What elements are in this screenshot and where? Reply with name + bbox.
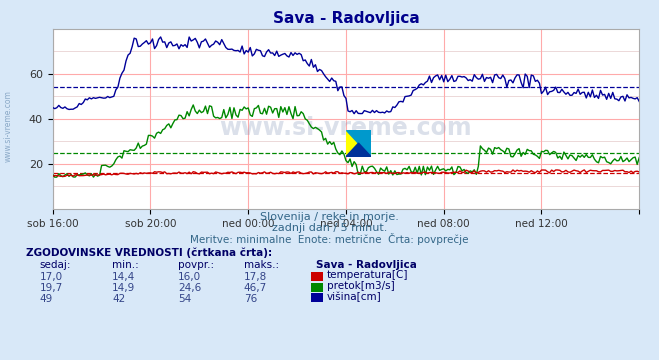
Text: 14,9: 14,9 (112, 283, 135, 293)
Text: 19,7: 19,7 (40, 283, 63, 293)
Text: 42: 42 (112, 294, 125, 304)
Text: min.:: min.: (112, 260, 139, 270)
Text: pretok[m3/s]: pretok[m3/s] (327, 281, 395, 291)
Text: temperatura[C]: temperatura[C] (327, 270, 409, 280)
Text: 76: 76 (244, 294, 257, 304)
Polygon shape (346, 130, 371, 157)
Text: maks.:: maks.: (244, 260, 279, 270)
Polygon shape (346, 143, 371, 157)
Text: 16,0: 16,0 (178, 272, 201, 282)
Text: Sava - Radovljica: Sava - Radovljica (316, 260, 417, 270)
Text: 14,4: 14,4 (112, 272, 135, 282)
Text: www.si-vreme.com: www.si-vreme.com (3, 90, 13, 162)
Polygon shape (346, 130, 371, 157)
Text: 54: 54 (178, 294, 191, 304)
Text: 24,6: 24,6 (178, 283, 201, 293)
Text: 46,7: 46,7 (244, 283, 267, 293)
Text: 17,0: 17,0 (40, 272, 63, 282)
Polygon shape (346, 130, 371, 157)
Text: 49: 49 (40, 294, 53, 304)
Text: 17,8: 17,8 (244, 272, 267, 282)
Text: Meritve: minimalne  Enote: metrične  Črta: povprečje: Meritve: minimalne Enote: metrične Črta:… (190, 233, 469, 245)
Text: www.si-vreme.com: www.si-vreme.com (219, 116, 473, 140)
Text: sedaj:: sedaj: (40, 260, 71, 270)
Text: Slovenija / reke in morje.: Slovenija / reke in morje. (260, 212, 399, 222)
Text: zadnji dan / 5 minut.: zadnji dan / 5 minut. (272, 223, 387, 233)
Text: ZGODOVINSKE VREDNOSTI (črtkana črta):: ZGODOVINSKE VREDNOSTI (črtkana črta): (26, 248, 272, 258)
Text: višina[cm]: višina[cm] (327, 291, 382, 302)
Title: Sava - Radovljica: Sava - Radovljica (273, 11, 419, 26)
Text: povpr.:: povpr.: (178, 260, 214, 270)
